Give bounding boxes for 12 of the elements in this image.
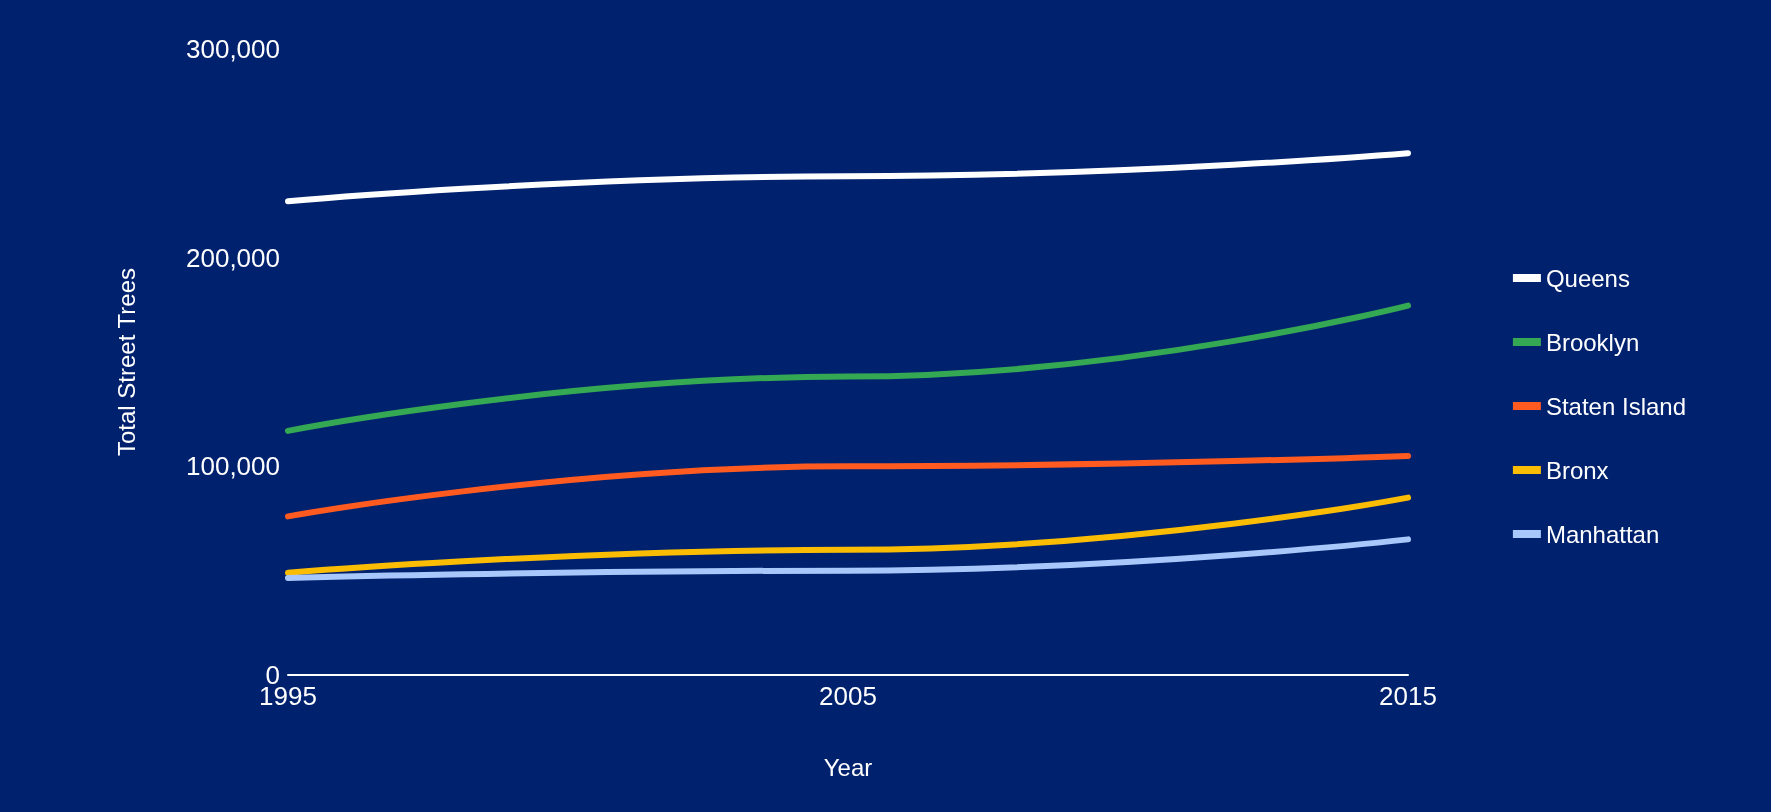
legend-label: Brooklyn <box>1545 328 1640 356</box>
x-axis-title: Year <box>823 753 873 781</box>
x-tick-label: 2015 <box>1379 681 1437 711</box>
legend-label: Staten Island <box>1545 392 1687 420</box>
y-tick-label: 300,000 <box>186 34 280 64</box>
y-tick-label: 200,000 <box>186 242 280 273</box>
y-axis-title: Total Street Trees <box>112 267 140 457</box>
y-tick-label: 100,000 <box>186 451 280 482</box>
legend-label: Bronx <box>1545 456 1609 484</box>
x-tick-label: 2005 <box>819 681 877 711</box>
legend-label: Queens <box>1545 264 1630 292</box>
legend-label: Manhattan <box>1545 520 1660 548</box>
